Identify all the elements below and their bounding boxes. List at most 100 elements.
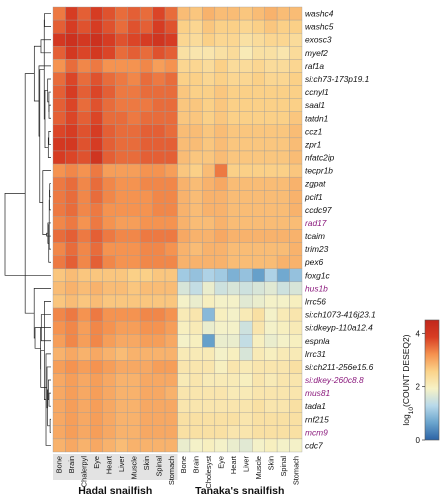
dendrogram-branch <box>48 224 51 263</box>
heatmap-cell <box>264 216 278 230</box>
heatmap-cell <box>139 229 153 243</box>
heatmap-cell <box>139 203 153 217</box>
heatmap-cell <box>289 216 303 230</box>
tissue-label: Eye <box>92 456 101 469</box>
heatmap-cell <box>139 320 153 335</box>
heatmap-cell <box>90 72 103 86</box>
tissue-label: Brain <box>192 456 201 473</box>
heatmap-cell <box>77 203 91 217</box>
heatmap-cell <box>289 150 303 165</box>
heatmap-cell <box>227 19 240 34</box>
gene-label: zgpat <box>304 179 326 189</box>
heatmap-cell <box>77 255 91 269</box>
heatmap-cell <box>239 19 253 34</box>
heatmap-cell <box>239 242 253 256</box>
heatmap-cell <box>102 255 116 269</box>
group-labels: Hadal snailfish Tanaka's snailfish <box>78 485 284 497</box>
heatmap-cell <box>164 216 178 230</box>
heatmap-cell <box>127 98 141 112</box>
gene-label: lrrc56 <box>305 296 326 306</box>
dendrogram-branch <box>4 193 51 276</box>
heatmap-cell <box>139 176 153 191</box>
heatmap-cell <box>115 33 128 47</box>
heatmap-cell <box>264 373 278 387</box>
gene-label: saal1 <box>305 100 325 110</box>
heatmap-cell <box>52 46 66 60</box>
heatmap-cell <box>77 46 91 60</box>
dendrogram-branch <box>48 392 51 407</box>
heatmap-cell <box>127 360 141 374</box>
heatmap-cell <box>90 6 103 21</box>
gene-label: tatdn1 <box>305 113 328 123</box>
heatmap-cell <box>289 19 303 34</box>
tissue-label: Skin <box>266 456 275 470</box>
heatmap-cell <box>276 98 290 112</box>
heatmap-cell <box>115 334 128 348</box>
heatmap-cell <box>115 176 128 191</box>
heatmap-cell <box>115 242 128 256</box>
heatmap-cell <box>214 163 228 178</box>
heatmap-cell <box>65 203 79 217</box>
heatmap-cell <box>102 124 116 139</box>
heatmap-cell <box>177 72 191 86</box>
heatmap-cell <box>52 425 66 440</box>
heatmap-cell <box>139 294 153 309</box>
heatmap-cell <box>65 307 79 322</box>
heatmap-cell <box>115 203 128 217</box>
heatmap-cell <box>276 46 290 60</box>
heatmap-cell <box>139 360 153 374</box>
heatmap-cell <box>90 19 103 34</box>
heatmap-cell <box>189 150 203 165</box>
gene-label: washc5 <box>305 22 334 32</box>
heatmap-cell <box>52 19 66 34</box>
heatmap-cell <box>65 386 79 400</box>
heatmap-cell <box>52 268 66 283</box>
tissue-label: Brain <box>67 456 76 473</box>
heatmap-cell <box>289 386 303 400</box>
heatmap-cell <box>65 320 79 335</box>
heatmap-cell <box>127 320 141 335</box>
dendrogram-branch <box>48 130 51 145</box>
heatmap-cell <box>214 347 228 361</box>
heatmap-cell <box>152 176 166 191</box>
heatmap-cell <box>115 399 128 413</box>
heatmap-cell <box>289 268 303 283</box>
gene-label: raf1a <box>305 61 324 71</box>
heatmap-cell <box>77 111 91 125</box>
heatmap-cell <box>102 150 116 165</box>
heatmap-cell <box>90 320 103 335</box>
heatmap-cell <box>164 268 178 283</box>
heatmap-cell <box>189 59 203 73</box>
heatmap-cell <box>289 425 303 440</box>
heatmap-cell <box>239 373 253 387</box>
dendrogram-branch <box>40 39 51 54</box>
heatmap-cell <box>239 320 253 335</box>
heatmap-cell <box>139 33 153 47</box>
heatmap-cell <box>289 176 303 191</box>
heatmap-cell <box>52 373 66 387</box>
heatmap-cell <box>152 203 166 217</box>
heatmap-cell <box>189 268 203 283</box>
heatmap-cell <box>189 242 203 256</box>
heatmap-cell <box>177 268 191 283</box>
heatmap-cell <box>127 242 141 256</box>
heatmap-cell <box>102 176 116 191</box>
heatmap-cell <box>276 229 290 243</box>
heatmap-cell <box>227 281 240 296</box>
heatmap-cell <box>202 6 216 21</box>
heatmap-cell <box>177 111 191 125</box>
heatmap-cell <box>127 216 141 230</box>
heatmap-cell <box>77 347 91 361</box>
heatmap-cell <box>252 216 265 230</box>
heatmap-cell <box>239 255 253 269</box>
heatmap-cell <box>264 360 278 374</box>
heatmap-cell <box>189 360 203 374</box>
heatmap-cell <box>252 373 265 387</box>
heatmap-cell <box>252 425 265 440</box>
heatmap-cell <box>239 46 253 60</box>
heatmap-cell <box>52 294 66 309</box>
heatmap-cell <box>202 203 216 217</box>
heatmap-cell <box>77 190 91 204</box>
gene-label: tada1 <box>305 401 326 411</box>
